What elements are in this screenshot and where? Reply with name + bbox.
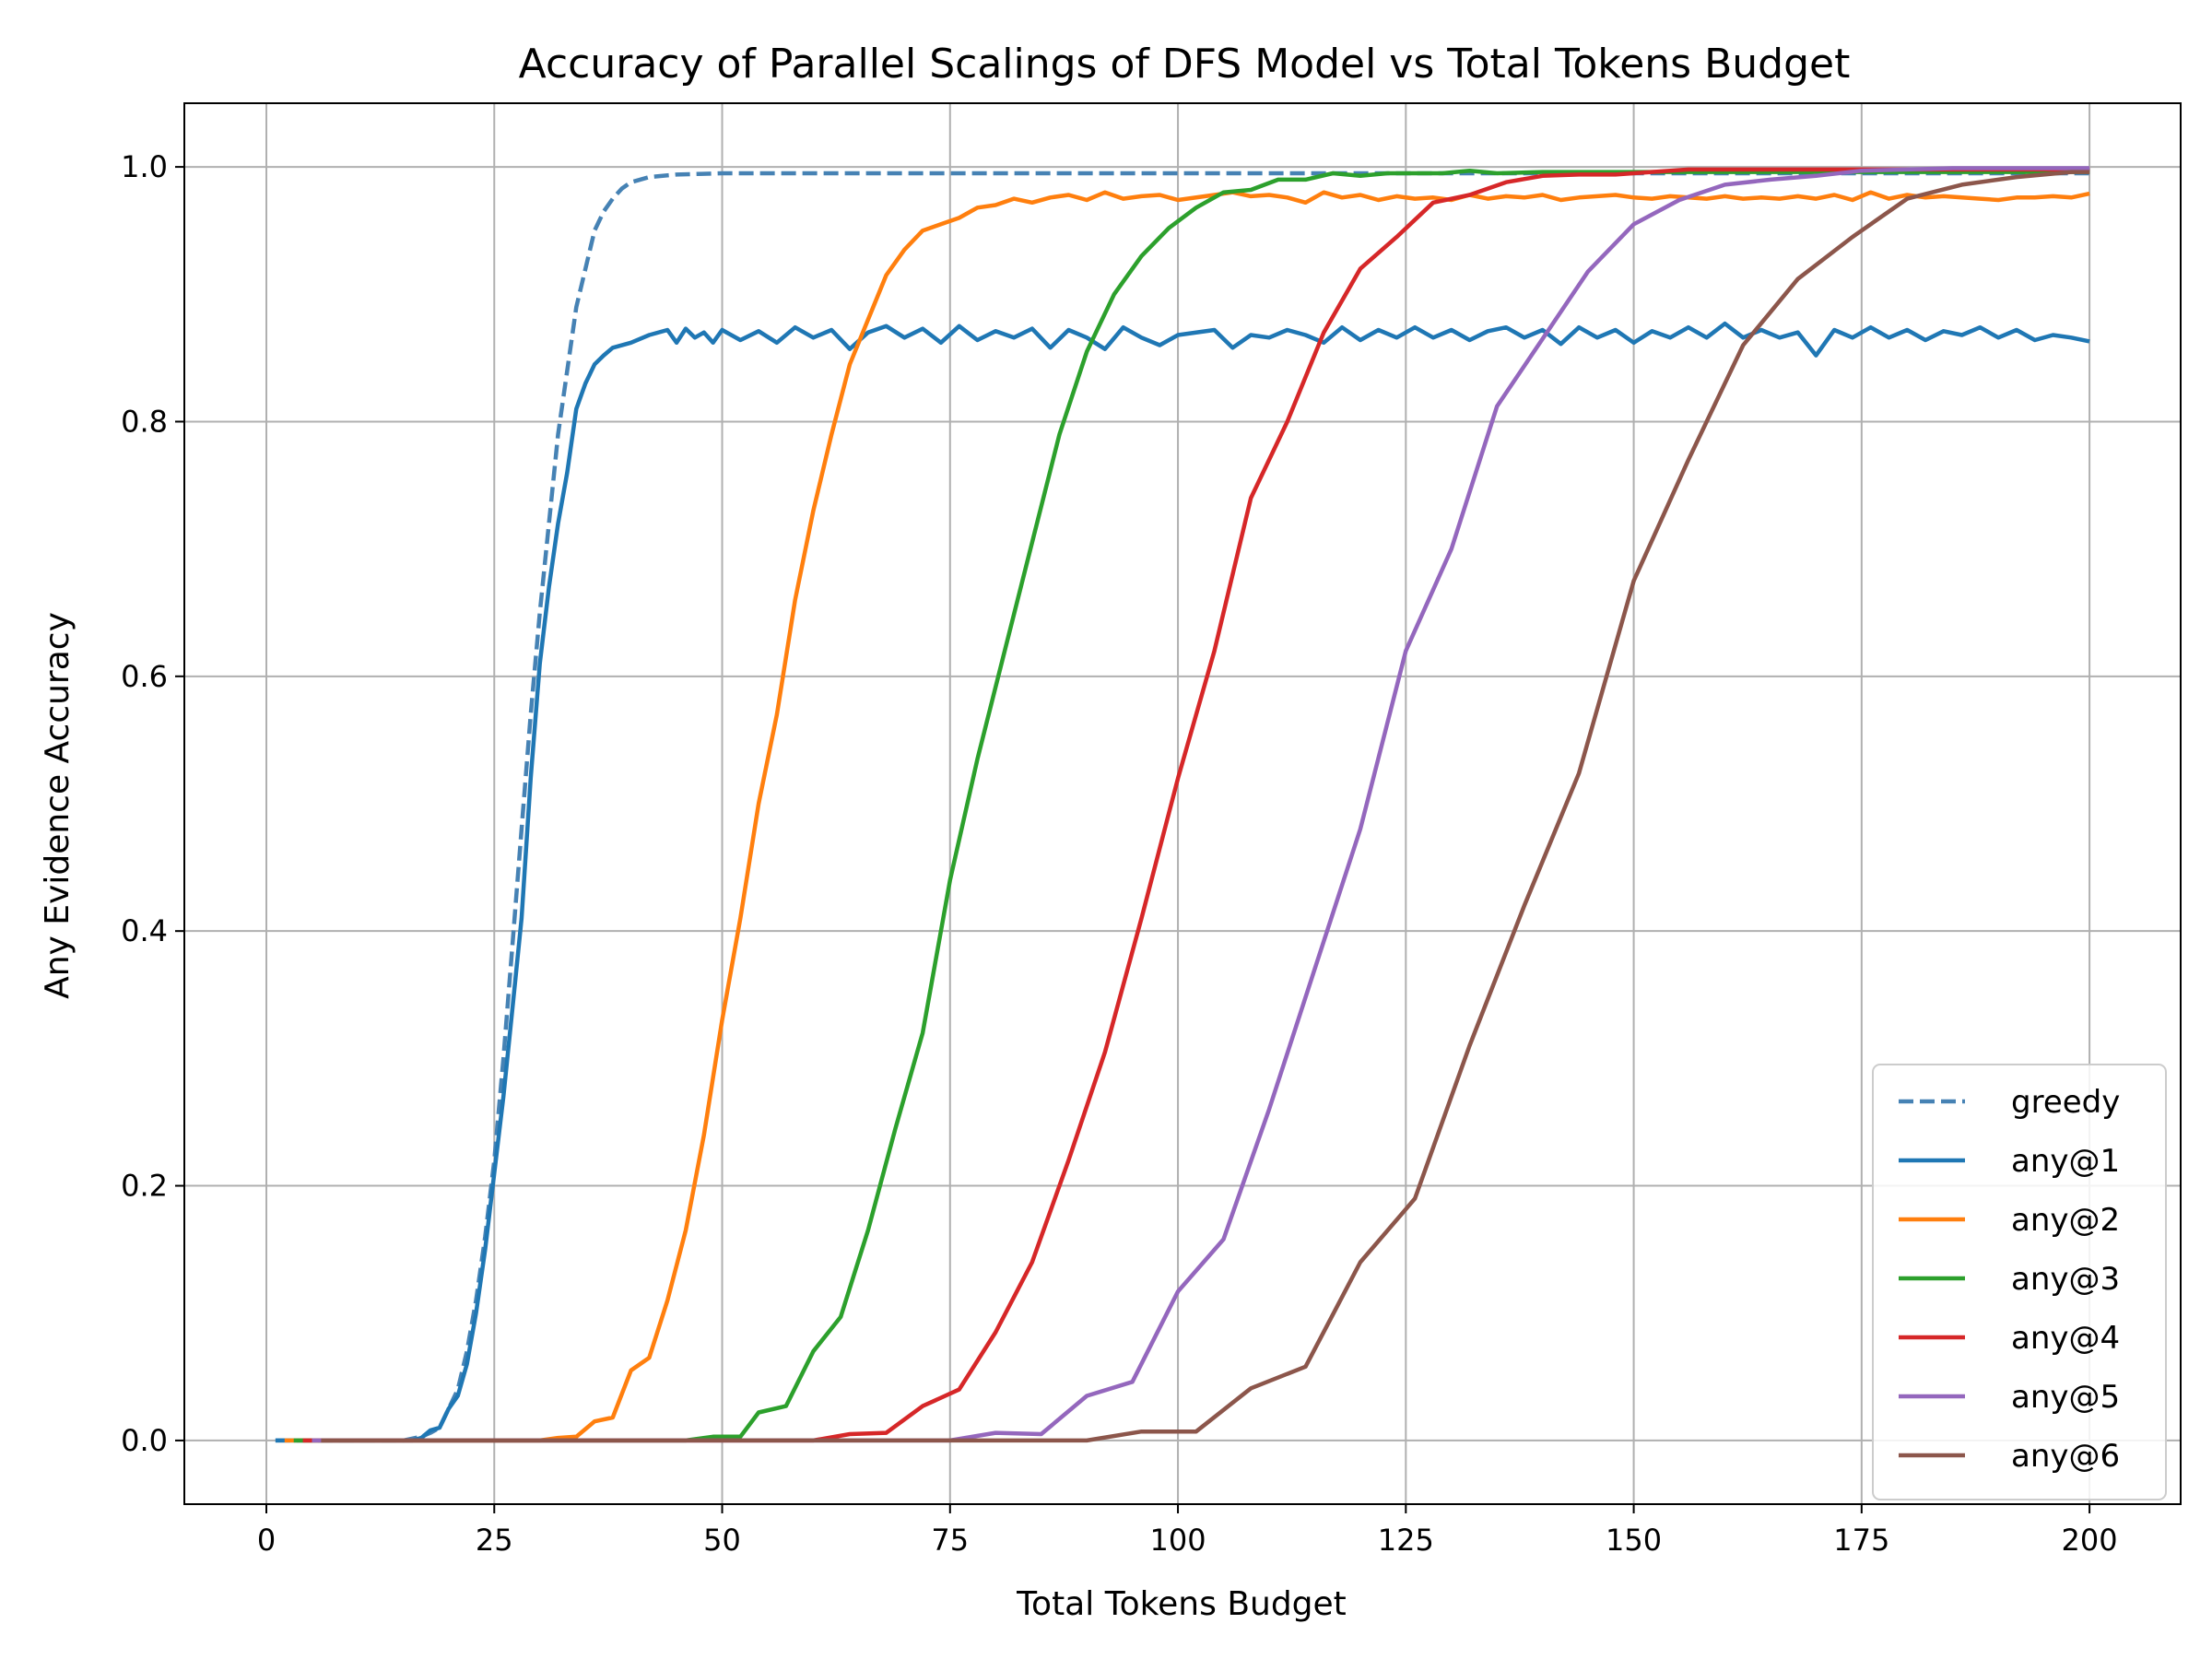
axis-ticks: 0 25 50 75 100 125 150 175 200 0.0 0.2 0.4 0.6 0.8 1.0: [121, 149, 2118, 1558]
legend-label: any@3: [2011, 1261, 2120, 1298]
x-tick-label: 25: [476, 1523, 513, 1558]
y-tick-label: 0.0: [121, 1423, 168, 1458]
y-tick-label: 0.8: [121, 404, 168, 439]
legend-label: any@6: [2011, 1438, 2120, 1475]
y-tick-label: 0.4: [121, 913, 168, 948]
series-line-any-at-6: [321, 170, 2090, 1443]
chart-title: Accuracy of Parallel Scalings of DFS Mod…: [519, 41, 1851, 88]
x-tick-label: 50: [703, 1523, 741, 1558]
x-tick-label: 175: [1833, 1523, 1889, 1558]
x-tick-label: 200: [2062, 1523, 2118, 1558]
series-line-any-at-5: [312, 166, 2090, 1443]
y-tick-label: 0.2: [121, 1169, 168, 1204]
x-tick-label: 0: [257, 1523, 276, 1558]
grid: [184, 103, 2181, 1504]
series-line-any-at-4: [302, 167, 2090, 1443]
y-tick-label: 0.6: [121, 659, 168, 694]
legend-label: any@1: [2011, 1143, 2120, 1180]
legend-label: any@2: [2011, 1202, 2120, 1239]
legend: greedy any@1 any@2 any@3 any@4 any@5 any@6: [1872, 1064, 2167, 1500]
x-tick-label: 75: [931, 1523, 969, 1558]
legend-label: greedy: [2011, 1084, 2120, 1121]
legend-label: any@5: [2011, 1379, 2120, 1416]
x-axis-title: Total Tokens Budget: [1016, 1585, 1347, 1623]
legend-box: [1872, 1064, 2167, 1500]
series-line-any-at-1: [275, 321, 2090, 1443]
series-layer: [275, 166, 2090, 1443]
series-line-any-at-3: [293, 168, 2090, 1443]
y-axis-title: Any Evidence Accuracy: [39, 612, 76, 999]
series-line-any-at-2: [284, 190, 2090, 1443]
legend-label: any@4: [2011, 1320, 2120, 1357]
x-tick-label: 125: [1378, 1523, 1434, 1558]
x-tick-label: 150: [1606, 1523, 1662, 1558]
x-tick-label: 100: [1150, 1523, 1206, 1558]
y-tick-label: 1.0: [121, 149, 168, 184]
plot-frame: [183, 102, 2182, 1505]
